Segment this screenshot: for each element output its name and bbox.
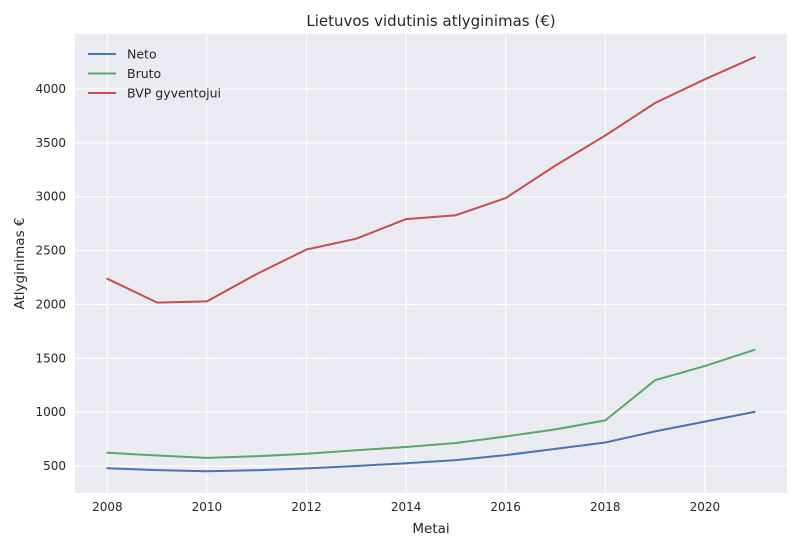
x-tick-label: 2008 <box>92 500 123 514</box>
x-tick-label: 2014 <box>391 500 422 514</box>
legend-label: Neto <box>127 47 157 62</box>
y-tick-label: 2500 <box>35 244 66 258</box>
x-tick-label: 2018 <box>590 500 621 514</box>
series-line-bruto <box>106 348 756 459</box>
series-line-bvp-gyventojui <box>106 56 756 304</box>
y-tick-label: 3500 <box>35 136 66 150</box>
tick-labels: 2008 2010 2012 2014 2016 2018 2020 500 1000 1500 2… <box>35 82 720 514</box>
y-axis-label: Atlyginimas € <box>12 218 28 310</box>
chart-title: Lietuvos vidutinis atlyginimas (€) <box>306 12 555 30</box>
y-tick-label: 500 <box>43 459 66 473</box>
legend-label: Bruto <box>127 66 161 81</box>
x-tick-label: 2012 <box>291 500 322 514</box>
series-line-neto <box>106 410 756 473</box>
x-tick-label: 2020 <box>690 500 721 514</box>
plot-background <box>75 34 787 493</box>
x-tick-label: 2010 <box>192 500 223 514</box>
y-tick-label: 1000 <box>35 405 66 419</box>
x-axis-label: Metai <box>412 521 449 537</box>
grid-lines <box>75 34 787 493</box>
legend: Neto Bruto BVP gyventojui <box>88 47 221 101</box>
y-tick-label: 3000 <box>35 190 66 204</box>
x-tick-label: 2016 <box>490 500 521 514</box>
y-tick-label: 4000 <box>35 82 66 96</box>
series-lines <box>106 56 756 473</box>
legend-label: BVP gyventojui <box>127 86 221 101</box>
y-tick-label: 2000 <box>35 297 66 311</box>
y-tick-label: 1500 <box>35 351 66 365</box>
